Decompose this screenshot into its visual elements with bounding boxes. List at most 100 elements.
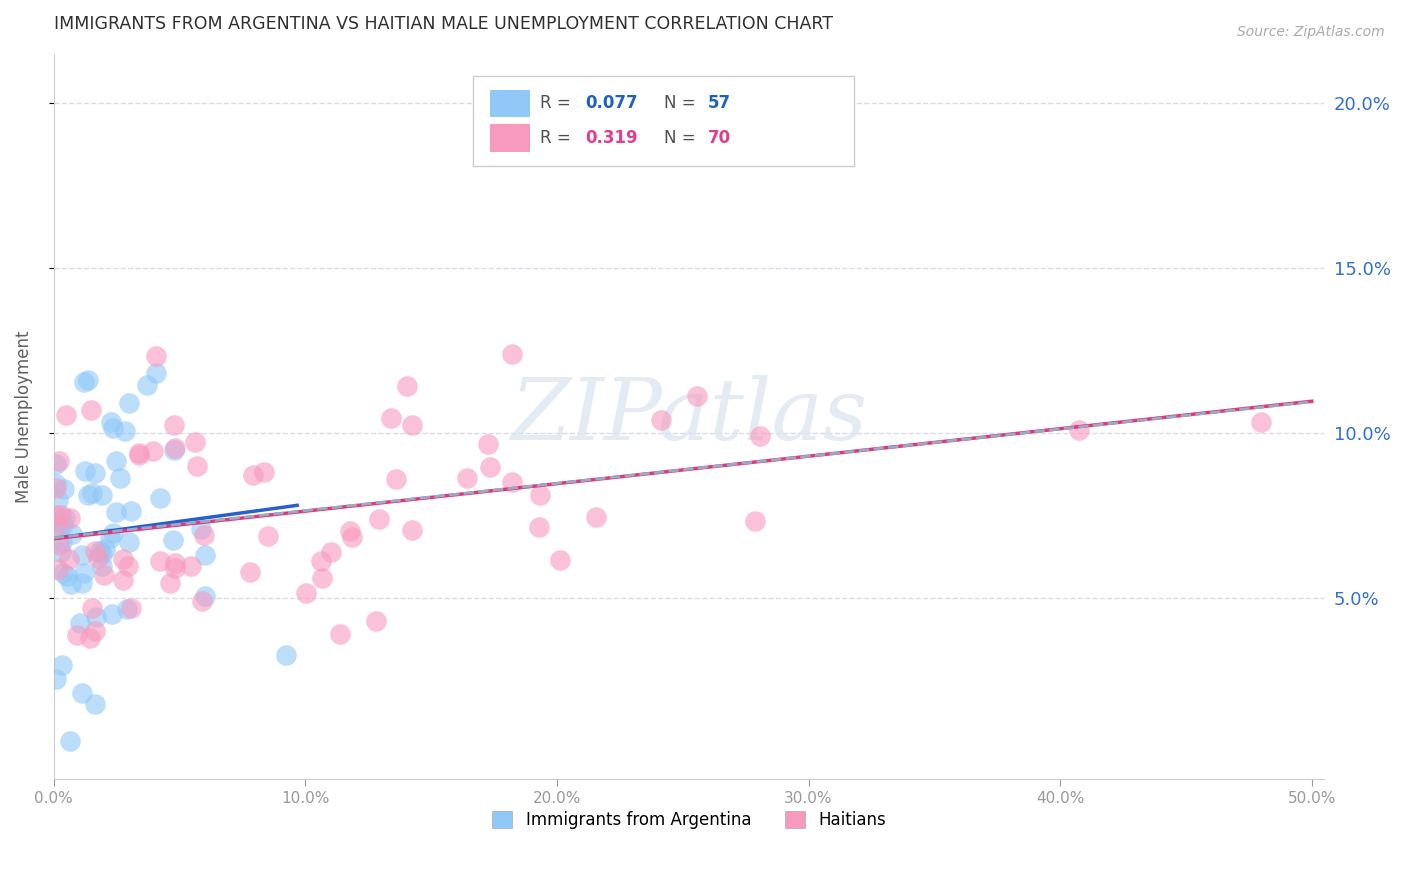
Point [159,575,181,590]
Point [46,562,69,576]
Point [45,514,67,528]
Point [744,514,766,528]
Point [46,519,69,533]
Point [149,554,172,568]
Point [650,413,672,427]
Text: R =: R = [540,95,576,112]
Point [477,437,499,451]
Point [145,367,167,381]
Point [319,544,342,558]
Point [456,471,478,485]
Point [120,504,142,518]
Point [51,545,73,559]
Text: 57: 57 [709,95,731,112]
Point [48,538,70,552]
Point [94,541,117,556]
Point [83,544,105,558]
Point [51,535,73,549]
Point [48,454,70,468]
Point [118,396,141,410]
Point [256,529,278,543]
Point [748,429,770,443]
Point [163,442,186,457]
Point [686,388,709,402]
Point [51,658,73,673]
Point [120,601,142,615]
Point [479,459,502,474]
Point [548,553,571,567]
Point [75,464,97,478]
Point [59,511,82,525]
Point [380,411,402,425]
Point [90,488,112,502]
Text: 0.077: 0.077 [585,95,637,112]
Point [1250,415,1272,429]
Point [98,531,121,545]
Point [58,552,80,566]
Point [76,488,98,502]
Point [53,511,76,525]
Point [239,566,262,580]
Point [111,551,134,566]
Point [180,558,202,573]
FancyBboxPatch shape [489,89,530,117]
Text: 0.319: 0.319 [585,129,637,147]
Point [87,551,110,566]
Text: R =: R = [540,129,576,147]
Point [48,523,70,537]
Point [367,512,389,526]
Point [585,510,607,524]
Point [163,442,186,456]
Point [145,349,167,363]
Point [79,403,101,417]
Point [329,627,352,641]
Point [100,416,122,430]
FancyBboxPatch shape [472,76,855,167]
Point [529,488,551,502]
Point [194,548,217,562]
Point [93,568,115,582]
Point [77,373,100,387]
Point [45,481,67,495]
Point [48,493,70,508]
Point [45,672,67,686]
Point [55,408,77,422]
Point [115,601,138,615]
Point [274,648,297,662]
Point [60,577,83,591]
Point [59,734,82,748]
Point [242,467,264,482]
Point [194,589,217,603]
Point [136,377,159,392]
Point [117,558,139,573]
Point [186,459,208,474]
Point [395,378,418,392]
Point [84,466,107,480]
FancyBboxPatch shape [489,124,530,152]
Point [401,417,423,432]
Point [295,586,318,600]
Point [191,594,214,608]
Legend: Immigrants from Argentina, Haitians: Immigrants from Argentina, Haitians [485,805,893,836]
Point [149,491,172,505]
Y-axis label: Male Unemployment: Male Unemployment [15,330,32,503]
Point [66,628,89,642]
Point [83,698,105,712]
Text: 70: 70 [709,129,731,147]
Point [385,472,408,486]
Point [89,544,111,558]
Point [339,524,361,538]
Point [105,504,128,518]
Point [165,560,187,574]
Point [105,454,128,468]
Point [60,527,83,541]
Point [45,476,67,491]
Point [52,518,75,533]
Point [193,528,215,542]
Point [90,559,112,574]
Point [501,347,523,361]
Point [73,375,96,389]
Point [309,554,332,568]
Point [86,609,108,624]
Point [72,576,94,591]
